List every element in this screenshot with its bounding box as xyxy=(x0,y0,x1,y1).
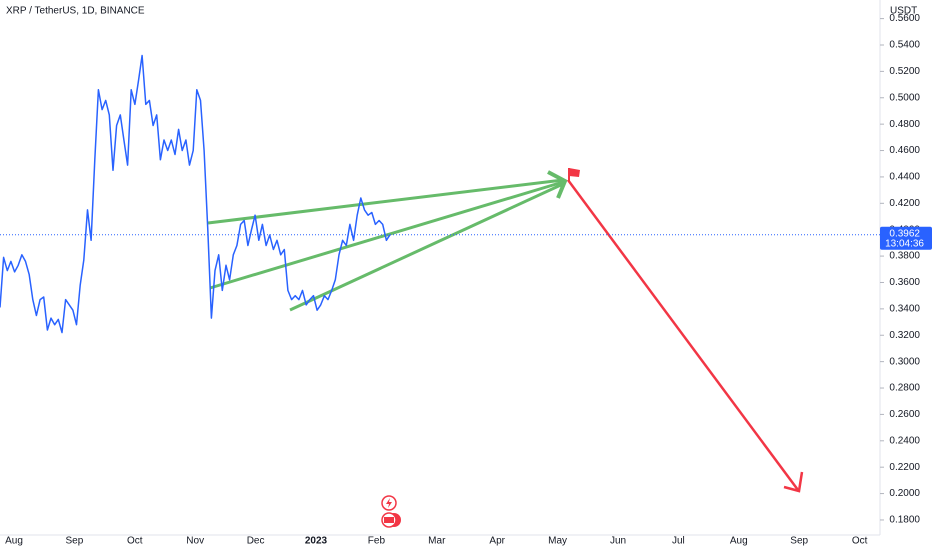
y-tick-label: 0.2400 xyxy=(889,435,920,446)
last-price-box xyxy=(880,226,932,250)
y-tick-label: 0.4600 xyxy=(889,145,920,156)
y-tick-label: 0.4800 xyxy=(889,119,920,130)
y-tick-label: 0.2600 xyxy=(889,409,920,420)
price-line xyxy=(0,54,391,334)
y-tick-label: 0.4400 xyxy=(889,172,920,183)
y-tick-label: 0.3400 xyxy=(889,304,920,315)
x-tick-label: Apr xyxy=(489,536,505,547)
x-tick-label: Sep xyxy=(790,536,808,547)
y-tick-label: 0.2800 xyxy=(889,383,920,394)
trend-line xyxy=(207,178,564,225)
trend-line xyxy=(209,180,564,290)
arrow-head xyxy=(783,471,804,493)
y-tick-label: 0.3000 xyxy=(889,356,920,367)
trend-arrow xyxy=(566,179,800,491)
event-icon-bolt xyxy=(386,498,392,508)
x-tick-label: Nov xyxy=(186,536,204,547)
x-tick-label: Aug xyxy=(730,536,748,547)
countdown-label: 13:04:36 xyxy=(885,238,924,249)
x-tick-label: Aug xyxy=(5,536,23,547)
y-axis-label: USDT xyxy=(890,6,917,17)
y-tick-label: 0.1800 xyxy=(889,515,920,526)
y-tick-label: 0.3800 xyxy=(889,251,920,262)
y-tick-label: 0.5000 xyxy=(889,92,920,103)
x-tick-label: 2023 xyxy=(305,536,328,547)
y-tick-label: 0.2200 xyxy=(889,462,920,473)
drawings xyxy=(207,168,804,528)
y-tick-label: 0.5400 xyxy=(889,40,920,51)
x-tick-label: Jul xyxy=(672,536,685,547)
chart-title: XRP / TetherUS, 1D, BINANCE xyxy=(6,6,145,17)
last-price-label: 0.3962 xyxy=(889,228,920,239)
x-tick-label: Oct xyxy=(852,536,868,547)
y-tick-label: 0.5200 xyxy=(889,66,920,77)
x-tick-label: Feb xyxy=(368,536,386,547)
event-icon-flag xyxy=(384,517,394,523)
x-tick-label: Mar xyxy=(428,536,446,547)
x-tick-label: Sep xyxy=(66,536,84,547)
x-tick-label: May xyxy=(548,536,567,547)
flag xyxy=(569,168,580,177)
y-tick-label: 0.4200 xyxy=(889,198,920,209)
x-tick-label: Oct xyxy=(127,536,143,547)
x-tick-label: Jun xyxy=(610,536,626,547)
y-tick-label: 0.2000 xyxy=(889,488,920,499)
arrow-head xyxy=(547,170,568,199)
trend-line xyxy=(289,182,564,312)
y-tick-label: 0.3600 xyxy=(889,277,920,288)
x-tick-label: Dec xyxy=(247,536,265,547)
y-tick-label: 0.3200 xyxy=(889,330,920,341)
y-tick-label: 0.5600 xyxy=(889,13,920,24)
